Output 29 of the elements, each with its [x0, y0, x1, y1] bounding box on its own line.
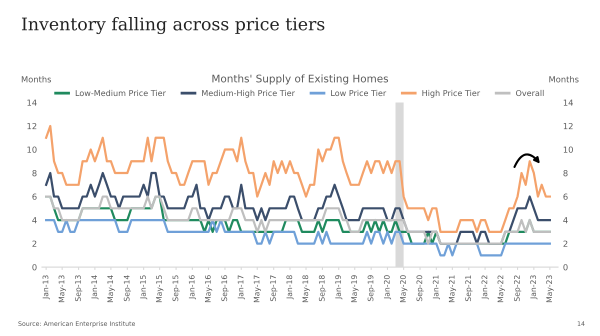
- y-tick-label: 14: [27, 100, 37, 106]
- y-tick-label: 10: [27, 146, 37, 153]
- y-tick-label: 0: [32, 264, 37, 270]
- y2-tick-label: 10: [564, 146, 573, 153]
- y2-axis-title: Months: [549, 76, 579, 82]
- y2-tick-label: 12: [564, 122, 573, 130]
- legend-label: Medium-High Price Tier: [202, 90, 295, 98]
- y2-tick-label: 6: [563, 194, 568, 200]
- y2-tick-label: 4: [563, 217, 568, 224]
- chart-subtitle: Months' Supply of Existing Homes: [212, 74, 388, 84]
- y2-tick-label: 0: [563, 264, 568, 270]
- y-tick-label: 6: [32, 194, 37, 200]
- y-tick-label: 8: [32, 170, 37, 176]
- y2-tick-label: 8: [563, 170, 568, 176]
- legend-label: Overall: [516, 90, 544, 96]
- line-series: [45, 218, 551, 256]
- legend-label: Low-Medium Price Tier: [76, 90, 166, 96]
- y2-tick-label: 2: [563, 240, 568, 247]
- y-axis-title: Months: [22, 76, 52, 82]
- y-tick-label: 4: [32, 217, 37, 224]
- y2-tick-label: 14: [564, 100, 573, 106]
- y-tick-label: 12: [27, 122, 36, 130]
- legend-label: Low Price Tier: [331, 90, 386, 96]
- y-tick-label: 2: [32, 240, 36, 247]
- line-series: [45, 124, 551, 233]
- line-series: [45, 195, 551, 245]
- chart-title: Inventory falling across price tiers: [22, 17, 324, 34]
- legend-label: High Price Tier: [422, 90, 480, 98]
- line-series: [45, 172, 551, 245]
